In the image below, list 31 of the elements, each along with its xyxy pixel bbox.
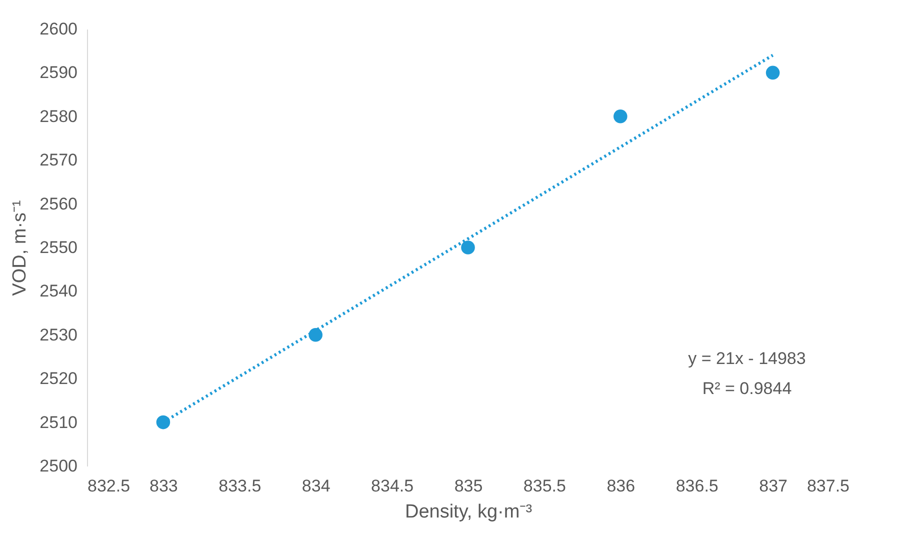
point (156, 415, 170, 430)
y-tick-label: 2570 (40, 150, 78, 170)
point (308, 328, 322, 342)
y-tick-label: 2580 (40, 106, 78, 126)
x-tick-label: 835.5 (523, 476, 566, 496)
y-tick-label: 2540 (40, 282, 78, 301)
annotation: y = 21x - 14983 (688, 349, 806, 368)
x-tick-label: 834.5 (371, 476, 414, 496)
y-tick-label: 2600 (40, 20, 78, 38)
y-tick-label: 2510 (40, 412, 78, 432)
x-tick-label: 837 (759, 476, 788, 496)
x-tick-label: 836.5 (676, 476, 718, 496)
point (614, 110, 628, 124)
point (461, 240, 475, 254)
y-tick-label: 2530 (40, 325, 78, 344)
y-tick-label: 2500 (40, 456, 78, 476)
y-tick-label: 2520 (40, 369, 78, 388)
x-tick-label: 833.5 (218, 476, 262, 496)
x-tick-label: 837.5 (806, 476, 850, 496)
x-tick-label: 835 (454, 476, 483, 496)
x-tick-label: 836 (606, 476, 636, 496)
y-tick-label: 2550 (40, 238, 78, 257)
x-tick-label: 833 (150, 476, 178, 496)
point (766, 66, 780, 80)
y-tick-label: 2560 (40, 194, 78, 214)
x-axis-title: Density, kg·m⁻³ (404, 502, 532, 522)
y-tick-label: 2590 (40, 63, 78, 82)
annotation: R² = 0.9844 (702, 379, 792, 398)
y-axis-title: VOD, m·s⁻¹ (10, 200, 31, 296)
x-tick-label: 834 (302, 476, 330, 496)
x-tick-label: 832.5 (88, 476, 130, 496)
